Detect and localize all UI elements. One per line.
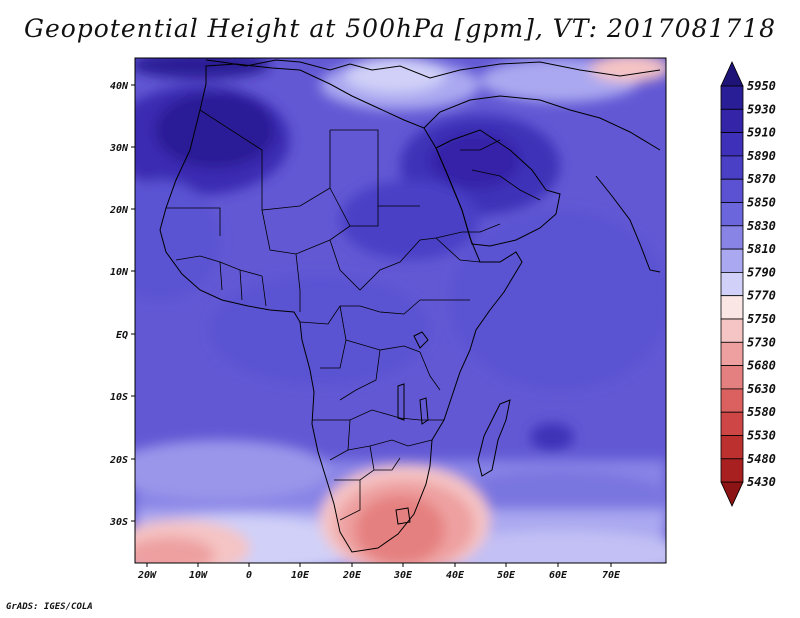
colorbar-label: 5580 [747, 405, 776, 419]
colorbar-swatch [720, 458, 744, 483]
map-title: Geopotential Height at 500hPa [gpm], VT:… [23, 14, 777, 43]
colorbar-label: 5950 [747, 79, 776, 93]
lat-axis: 40N 30N 20N 10N EQ 10S 20S 30S [109, 81, 135, 528]
colorbar-label: 5830 [747, 219, 776, 233]
colorbar-swatch [720, 108, 744, 134]
country-borders [166, 109, 541, 521]
colorbar-label: 5850 [747, 196, 776, 210]
colorbar-swatch [720, 318, 744, 343]
colorbar-label: 5680 [747, 359, 776, 373]
colorbar-swatch [720, 365, 744, 390]
lon-label: 0 [246, 570, 252, 581]
colorbar-swatch [720, 248, 744, 273]
lat-label: 10N [110, 267, 129, 278]
colorbar-swatch [720, 295, 744, 320]
coastlines [159, 59, 661, 553]
colorbar-label: 5890 [747, 149, 776, 163]
colorbar-bottom-arrow [720, 481, 744, 508]
colorbar-swatch [720, 411, 744, 436]
lat-label: 30N [109, 143, 129, 154]
lon-label: 30E [393, 570, 413, 581]
colorbar-label: 5430 [747, 475, 776, 489]
colorbar-label: 5810 [747, 242, 776, 256]
lat-label: EQ [116, 330, 128, 341]
colorbar-swatch [720, 202, 744, 227]
colorbar: 5950 5930 5910 5890 5870 5850 5830 5810 5790 5770… [720, 61, 776, 508]
colorbar-swatch [720, 435, 744, 460]
grads-credit: GrADS: IGES/COLA [6, 602, 93, 612]
colorbar-label: 5770 [747, 289, 776, 303]
lat-label: 20N [109, 205, 129, 216]
lat-label: 30S [109, 517, 128, 528]
colorbar-swatch [720, 225, 744, 250]
colorbar-swatch [720, 388, 744, 413]
colorbar-label: 5910 [747, 126, 776, 140]
colorbar-swatch [720, 178, 744, 203]
colorbar-top-arrow [720, 61, 744, 87]
lon-label: 60E [549, 570, 568, 581]
height-field [135, 58, 666, 563]
lat-label: 40N [110, 81, 129, 92]
lon-label: 20E [342, 570, 362, 581]
lat-label: 20S [109, 455, 128, 466]
colorbar-label: 5630 [747, 382, 776, 396]
lon-label: 40E [446, 570, 465, 581]
colorbar-label: 5790 [747, 265, 776, 279]
lon-axis: 20W 10W 0 10E 20E 30E 40E 50E 60E 70E [137, 563, 621, 581]
lon-label: 10E [291, 570, 310, 581]
colorbar-swatch [720, 341, 744, 366]
colorbar-swatch [720, 132, 744, 157]
colorbar-swatch [720, 85, 744, 110]
colorbar-swatch [720, 271, 744, 297]
lon-label: 20W [137, 570, 157, 581]
colorbar-label: 5930 [747, 102, 776, 116]
colorbar-label: 5750 [747, 312, 776, 326]
colorbar-swatch [720, 155, 744, 180]
map-frame [134, 57, 667, 564]
colorbar-label: 5530 [747, 429, 776, 443]
lon-label: 10W [189, 570, 208, 581]
colorbar-label: 5730 [747, 335, 776, 349]
colorbar-label: 5480 [747, 452, 776, 466]
lon-label: 50E [497, 570, 516, 581]
colorbar-label: 5870 [747, 172, 776, 186]
lat-label: 10S [110, 392, 128, 403]
lon-label: 70E [602, 570, 621, 581]
